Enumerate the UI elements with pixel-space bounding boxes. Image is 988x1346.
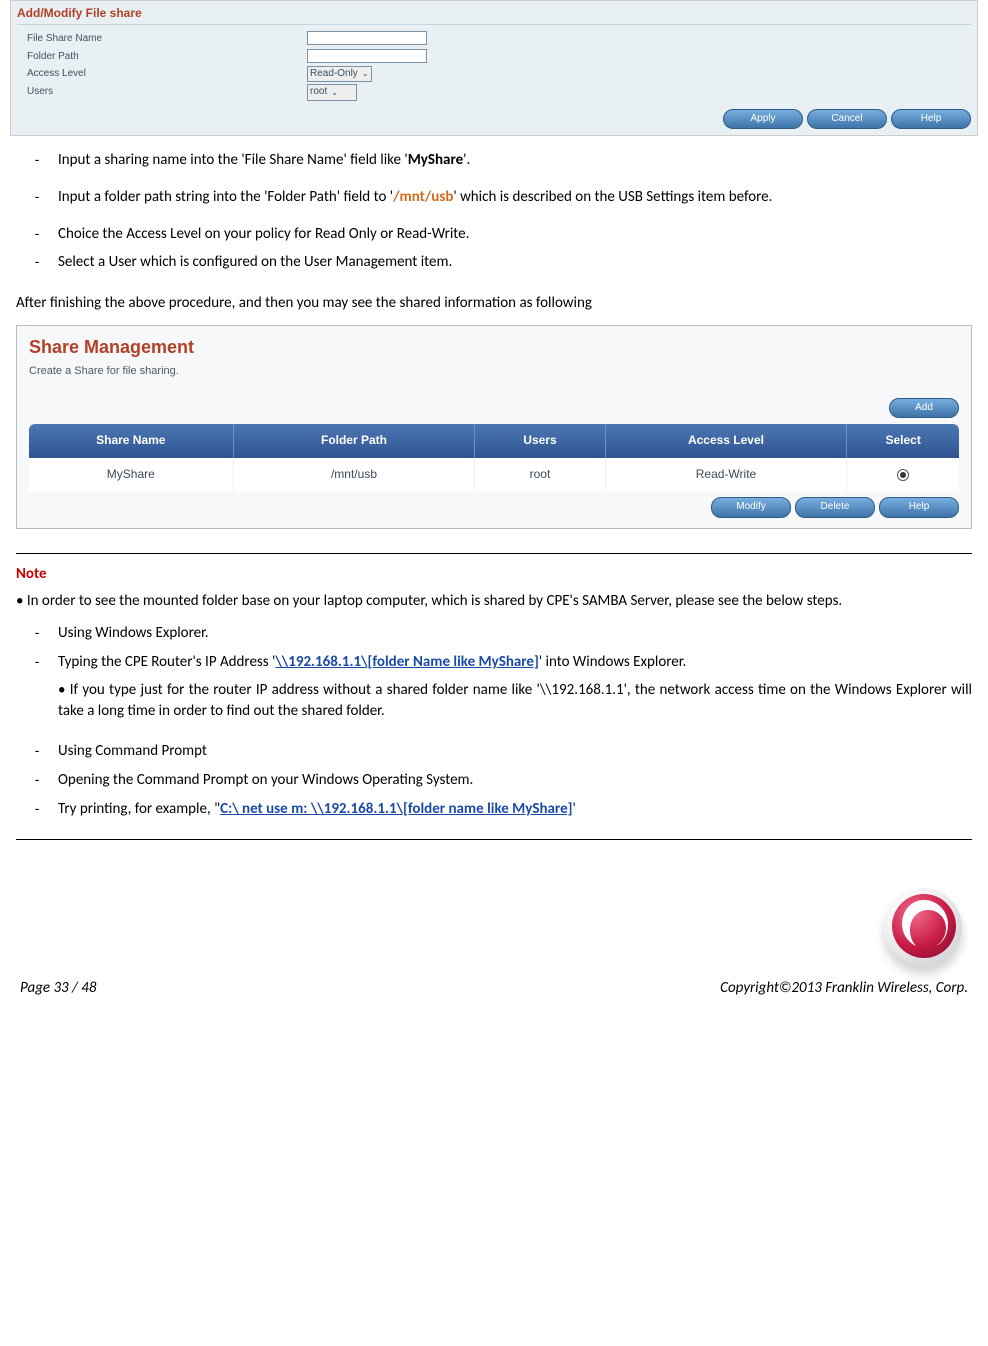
- label-file-share-name: File Share Name: [27, 32, 307, 47]
- col-share-name: Share Name: [29, 424, 234, 457]
- list-item: Input a folder path string into the 'Fol…: [58, 187, 972, 210]
- list-item: Using Command Prompt: [58, 741, 972, 764]
- note-heading: Note: [16, 564, 972, 586]
- dash-icon: -: [16, 224, 58, 247]
- dash-icon: -: [16, 187, 58, 210]
- list-item: Try printing, for example, "C:\ net use …: [58, 799, 972, 822]
- add-modify-file-share-panel: Add/Modify File share File Share Name Fo…: [10, 0, 978, 136]
- col-select: Select: [847, 424, 959, 457]
- sub-bullet: • If you type just for the router IP add…: [58, 680, 972, 724]
- cell-access-level: Read-Write: [606, 458, 848, 491]
- dash-icon: -: [16, 652, 58, 737]
- share-management-panel: Share Management Create a Share for file…: [16, 325, 972, 529]
- list-item: Input a sharing name into the 'File Shar…: [58, 150, 972, 173]
- cell-share-name: MyShare: [29, 458, 234, 491]
- page-number: Page 33 / 48: [20, 978, 96, 1000]
- list-item: Opening the Command Prompt on your Windo…: [58, 770, 972, 793]
- col-users: Users: [475, 424, 605, 457]
- users-select[interactable]: root⌄: [307, 84, 357, 101]
- share-table: Share Name Folder Path Users Access Leve…: [29, 424, 959, 491]
- note-list: - Using Windows Explorer. - Typing the C…: [16, 623, 972, 821]
- access-level-select[interactable]: Read-Only⌄: [307, 66, 372, 83]
- cancel-button[interactable]: Cancel: [807, 109, 887, 130]
- panel-subtitle: Create a Share for file sharing.: [29, 364, 959, 380]
- list-item: Using Windows Explorer.: [58, 623, 972, 646]
- dash-icon: -: [16, 799, 58, 822]
- divider: [16, 839, 972, 840]
- file-share-name-input[interactable]: [307, 31, 427, 45]
- page-footer: Page 33 / 48 Copyright©2013 Franklin Wir…: [10, 978, 978, 1000]
- divider: [16, 553, 972, 554]
- col-folder-path: Folder Path: [234, 424, 476, 457]
- add-button[interactable]: Add: [889, 398, 959, 419]
- dash-icon: -: [16, 623, 58, 646]
- col-access-level: Access Level: [606, 424, 848, 457]
- franklin-logo-icon: [878, 884, 968, 974]
- select-radio[interactable]: [897, 469, 909, 481]
- panel-title: Add/Modify File share: [17, 5, 971, 25]
- dash-icon: -: [16, 150, 58, 173]
- modify-button[interactable]: Modify: [711, 497, 791, 518]
- list-item: Typing the CPE Router's IP Address '\\19…: [58, 652, 972, 737]
- cell-folder-path: /mnt/usb: [234, 458, 476, 491]
- help-button[interactable]: Help: [879, 497, 959, 518]
- delete-button[interactable]: Delete: [795, 497, 875, 518]
- copyright: Copyright©2013 Franklin Wireless, Corp.: [720, 978, 968, 1000]
- label-users: Users: [27, 85, 307, 100]
- help-button[interactable]: Help: [891, 109, 971, 130]
- paragraph: After finishing the above procedure, and…: [16, 293, 972, 315]
- label-folder-path: Folder Path: [27, 50, 307, 65]
- panel-title: Share Management: [29, 334, 959, 360]
- label-access-level: Access Level: [27, 67, 307, 82]
- cell-select: [847, 458, 959, 491]
- apply-button[interactable]: Apply: [723, 109, 803, 130]
- dash-icon: -: [16, 741, 58, 764]
- instruction-list: - Input a sharing name into the 'File Sh…: [16, 150, 972, 275]
- table-row: MyShare /mnt/usb root Read-Write: [29, 458, 959, 491]
- list-item: Select a User which is configured on the…: [58, 252, 972, 275]
- chevron-down-icon: ⌄: [362, 68, 369, 80]
- field-inputs: Read-Only⌄ root⌄: [307, 29, 427, 102]
- chevron-down-icon: ⌄: [331, 87, 338, 99]
- dash-icon: -: [16, 252, 58, 275]
- cell-users: root: [475, 458, 605, 491]
- list-item: Choice the Access Level on your policy f…: [58, 224, 972, 247]
- dash-icon: -: [16, 770, 58, 793]
- folder-path-input[interactable]: [307, 49, 427, 63]
- note-intro: • In order to see the mounted folder bas…: [16, 591, 972, 613]
- field-labels: File Share Name Folder Path Access Level…: [17, 29, 307, 102]
